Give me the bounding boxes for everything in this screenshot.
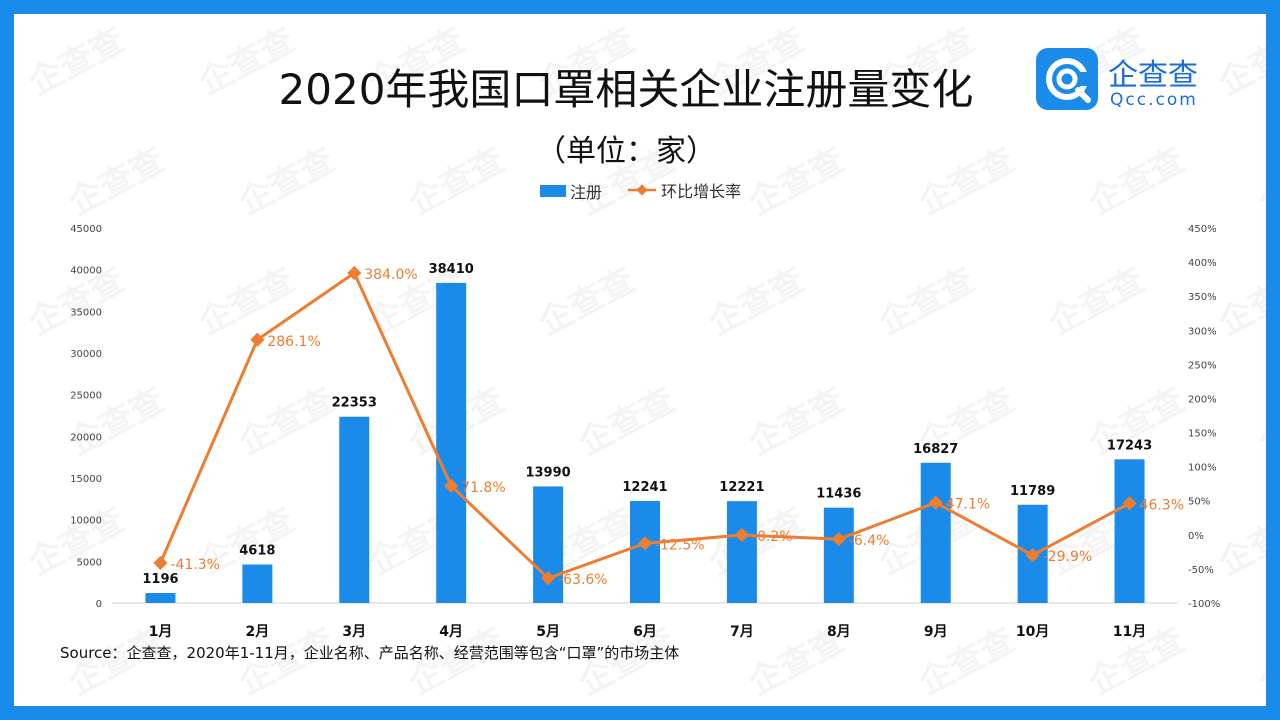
growth-rate-label: -12.5% [655, 537, 705, 553]
y-left-tick-label: 25000 [70, 391, 102, 402]
x-tick-label: 2月 [245, 624, 269, 640]
qcc-logo: 企查查 Qcc.com [1036, 48, 1206, 120]
y-left-tick-label: 35000 [70, 307, 102, 318]
growth-rate-label: -63.6% [558, 572, 608, 588]
y-right-tick-label: 150% [1188, 429, 1217, 440]
growth-rate-point [1122, 496, 1137, 511]
growth-rate-point [347, 265, 362, 281]
y-left-tick-label: 30000 [70, 349, 102, 360]
qcc-logo-icon [1036, 48, 1098, 110]
bar-value-label: 17243 [1107, 438, 1152, 453]
growth-rate-label: 71.8% [461, 480, 505, 496]
y-left-tick-label: 15000 [70, 474, 102, 485]
y-left-tick-label: 40000 [70, 266, 102, 277]
bar [436, 282, 467, 603]
y-right-tick-label: 50% [1188, 497, 1210, 508]
y-right-tick-label: 400% [1188, 258, 1217, 269]
y-right-tick-label: 0% [1188, 531, 1204, 542]
bar [242, 564, 273, 603]
bar [823, 507, 854, 603]
bar-value-label: 16827 [913, 442, 958, 457]
chart-legend: 注册 环比增长率 [540, 178, 761, 203]
growth-rate-point [831, 532, 846, 547]
y-right-tick-label: 450% [1188, 224, 1217, 235]
legend-line-swatch [628, 184, 657, 196]
x-tick-label: 4月 [439, 624, 463, 640]
y-right-tick-label: -100% [1188, 599, 1220, 610]
x-tick-label: 5月 [536, 624, 560, 640]
bar [726, 501, 757, 603]
x-tick-label: 7月 [730, 624, 754, 640]
chart-subtitle: （单位：家） [536, 134, 716, 169]
growth-rate-label: -41.3% [170, 557, 220, 573]
bar-value-label: 38410 [429, 262, 474, 277]
y-left-tick-label: 0 [96, 599, 102, 610]
y-left-tick-label: 5000 [77, 557, 102, 568]
bar [630, 500, 660, 603]
bar-value-label: 22353 [332, 396, 377, 411]
growth-rate-label: -0.2% [752, 529, 793, 545]
y-left-tick-label: 45000 [70, 224, 102, 235]
y-right-tick-label: 250% [1188, 360, 1217, 371]
bar-value-label: 13990 [525, 465, 570, 480]
growth-rate-point [444, 478, 459, 493]
growth-rate-point [250, 332, 265, 347]
growth-rate-label: 286.1% [267, 334, 320, 350]
growth-rate-point [153, 555, 168, 571]
y-left-tick-label: 20000 [70, 432, 102, 443]
legend-item-line: 环比增长率 [627, 178, 741, 202]
x-tick-label: 6月 [633, 624, 657, 640]
bar-value-label: 1196 [142, 572, 178, 587]
growth-rate-point [734, 527, 749, 543]
legend-bar-swatch [540, 185, 566, 197]
y-right-tick-label: 300% [1188, 326, 1217, 337]
growth-rate-label: -6.4% [849, 533, 890, 549]
x-tick-label: 3月 [342, 624, 366, 640]
bar-value-label: 11789 [1010, 484, 1055, 499]
bar-value-label: 12241 [622, 480, 667, 495]
legend-bar-label: 注册 [570, 183, 603, 202]
bar-value-label: 4618 [239, 544, 275, 559]
x-tick-label: 8月 [827, 624, 851, 640]
chart-title: 2020年我国口罩相关企业注册量变化 [278, 65, 974, 114]
y-right-tick-label: 200% [1188, 394, 1217, 405]
growth-rate-point [637, 536, 653, 551]
growth-rate-label: 46.3% [1140, 497, 1184, 513]
x-tick-label: 9月 [924, 624, 948, 640]
growth-rate-point [1025, 548, 1040, 563]
y-right-tick-label: 100% [1188, 463, 1217, 474]
x-tick-label: 1月 [149, 624, 173, 640]
bar [1114, 459, 1145, 603]
bar [920, 462, 951, 603]
growth-rate-label: -29.9% [1043, 549, 1093, 565]
legend-item-bars: 注册 [540, 179, 602, 203]
legend-line-label: 环比增长率 [661, 182, 742, 201]
logo-name: 企查查 [1108, 58, 1198, 93]
growth-rate-label: 384.0% [364, 267, 417, 283]
bar-value-label: 11436 [816, 487, 861, 502]
source-note: Source：企查查，2020年1-11月，企业名称、产品名称、经营范围等包含“… [60, 644, 680, 662]
y-right-tick-label: -50% [1188, 565, 1214, 576]
growth-rate-point [928, 495, 943, 510]
logo-domain: Qcc.com [1110, 90, 1198, 110]
bar-value-label: 12221 [719, 480, 764, 495]
y-right-tick-label: 350% [1188, 292, 1217, 303]
y-left-tick-label: 10000 [70, 516, 102, 527]
x-tick-label: 11月 [1113, 624, 1146, 640]
bar [145, 593, 176, 603]
growth-rate-label: 47.1% [946, 497, 990, 513]
x-tick-label: 10月 [1016, 624, 1049, 640]
growth-rate-point [541, 571, 556, 586]
bar [339, 416, 370, 603]
